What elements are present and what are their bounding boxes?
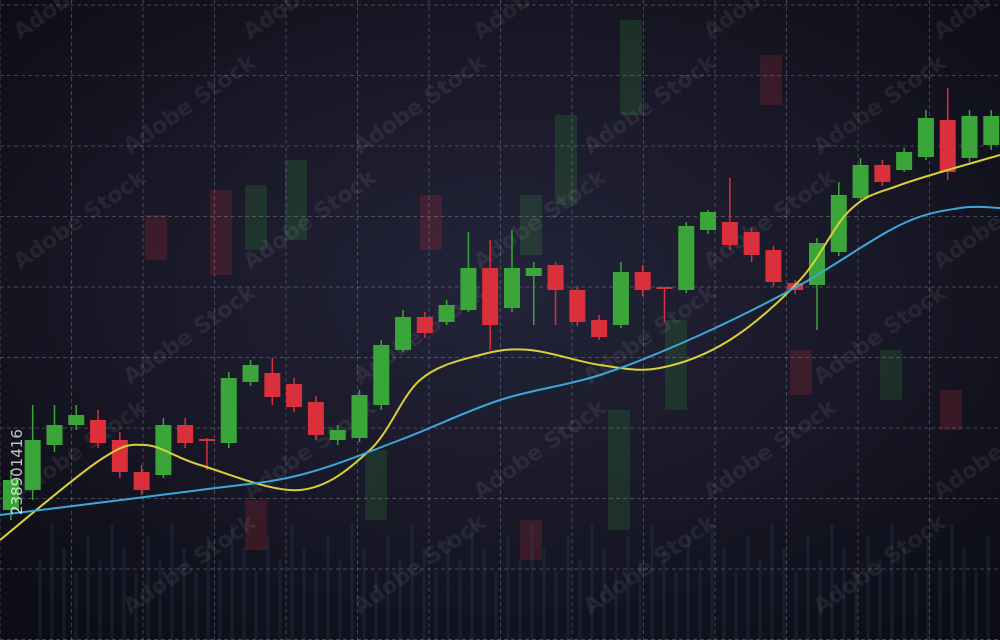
image-id: 238901416 [8,429,26,515]
candle-body [612,272,629,325]
candle-body [111,440,128,472]
candle-body [395,317,412,350]
candle-body [743,232,760,255]
candle-body [569,290,586,322]
candle-body [700,212,717,230]
candle-body [874,165,891,182]
candle-body [678,226,695,290]
candle-body [482,268,499,325]
candle-body [24,440,41,490]
candle-body [307,402,324,435]
candle-body [983,116,1000,145]
candle-body [591,320,608,337]
candle-body [2,480,19,510]
candle-body [721,222,738,245]
candle-body [503,268,520,308]
candle-body [242,365,259,382]
plot [0,88,1000,541]
candle-body [329,430,346,440]
moving-average-line [0,205,1000,516]
candle-body [286,384,303,407]
candle-body [939,120,956,172]
candle-body [656,287,673,289]
candle-body [90,420,107,443]
background-candles [145,20,962,560]
candle-body [416,317,433,333]
candle-body [133,472,150,490]
candle-body [634,272,651,290]
candle-body [198,439,215,441]
candle-body [460,268,477,310]
candle-body [68,415,85,425]
candle-body [351,395,368,438]
candle-body [438,305,455,322]
candle-body [525,268,542,276]
candle-body [808,243,825,285]
moving-average-line [0,154,1000,541]
candle-body [896,152,913,170]
candle-body [46,425,63,445]
candle-body [220,378,237,443]
candle-body [765,250,782,282]
candle-body [547,265,564,290]
candle-body [264,373,281,397]
candle-body [917,118,934,157]
candle-body [177,425,194,443]
candle-body [852,165,869,198]
candle-body [373,345,390,405]
candle-body [961,116,978,158]
